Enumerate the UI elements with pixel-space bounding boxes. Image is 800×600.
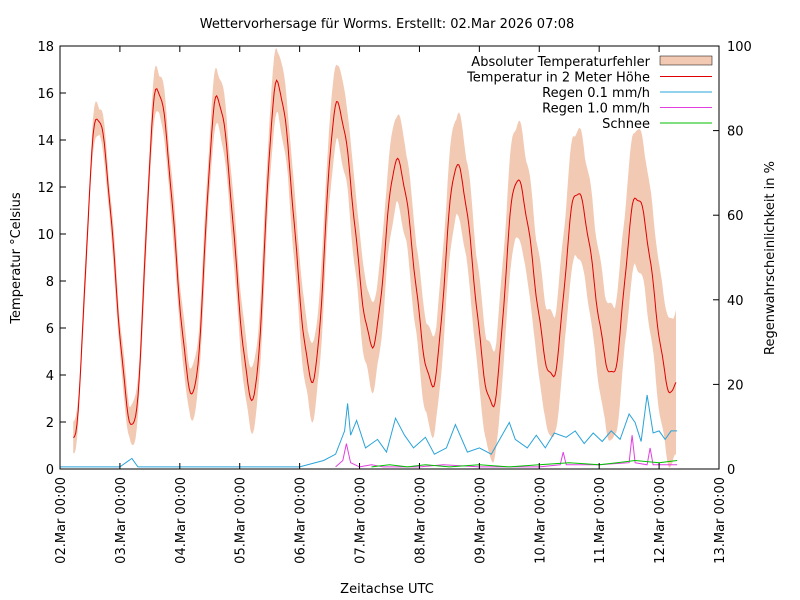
x-tick-label: 08.Mar 00:00 [413, 477, 428, 564]
x-axis-label: Zeitachse UTC [340, 582, 434, 597]
x-tick-label: 05.Mar 00:00 [234, 477, 249, 564]
legend-label: Regen 1.0 mm/h [542, 102, 650, 117]
y2-tick-label: 60 [727, 209, 744, 224]
x-tick-label: 12.Mar 00:00 [653, 477, 668, 564]
y-tick-label: 18 [37, 40, 54, 55]
y-tick-label: 14 [37, 134, 54, 149]
legend-label: Schnee [602, 117, 650, 132]
y-tick-label: 0 [46, 463, 54, 478]
series-line-snow [371, 459, 678, 468]
y-axis-label: Temperatur °Celsius [9, 192, 24, 325]
series-band-temperature-error [73, 48, 676, 468]
x-tick-label: 13.Mar 00:00 [713, 477, 728, 564]
chart-title: Wettervorhersage für Worms. Erstellt: 02… [200, 17, 575, 32]
x-tick-label: 09.Mar 00:00 [473, 477, 488, 564]
legend-label: Absoluter Temperaturfehler [471, 55, 650, 70]
y-axis-left: 0 2 4 6 8 10 12 14 16 18 [37, 40, 66, 478]
x-tick-label: 07.Mar 00:00 [354, 477, 369, 564]
y2-tick-label: 100 [727, 40, 752, 55]
y2-axis-label: Regenwahrscheinlichkeit in % [763, 161, 778, 355]
y-tick-label: 12 [37, 181, 54, 196]
x-axis: 02.Mar 00:00 03.Mar 00:00 04.Mar 00:00 05.M… [54, 46, 728, 564]
y-tick-label: 6 [46, 322, 54, 337]
y2-tick-label: 40 [727, 294, 744, 309]
x-tick-label: 04.Mar 00:00 [174, 477, 189, 564]
legend-swatch [659, 55, 713, 66]
y-tick-label: 16 [37, 87, 54, 102]
series-line-temperature [73, 79, 677, 438]
y-tick-label: 8 [46, 275, 54, 290]
y-tick-label: 2 [46, 416, 54, 431]
y2-tick-label: 80 [727, 125, 744, 140]
x-tick-label: 10.Mar 00:00 [533, 477, 548, 564]
y-axis-right: 0 20 40 60 80 100 [713, 40, 752, 478]
y-tick-label: 10 [37, 228, 54, 243]
legend-label: Regen 0.1 mm/h [542, 86, 650, 101]
series-line-rain-1-0 [335, 435, 678, 468]
legend-label: Temperatur in 2 Meter Höhe [466, 71, 650, 86]
x-tick-label: 11.Mar 00:00 [593, 477, 608, 564]
series-layer [60, 48, 678, 468]
y-tick-label: 4 [46, 369, 54, 384]
x-tick-label: 02.Mar 00:00 [54, 477, 69, 564]
series-line-rain-0-1 [60, 394, 678, 468]
y2-tick-label: 0 [727, 463, 735, 478]
plot-frame [59, 45, 720, 470]
x-tick-label: 06.Mar 00:00 [294, 477, 309, 564]
x-tick-label: 03.Mar 00:00 [114, 477, 129, 564]
y2-tick-label: 20 [727, 378, 744, 393]
